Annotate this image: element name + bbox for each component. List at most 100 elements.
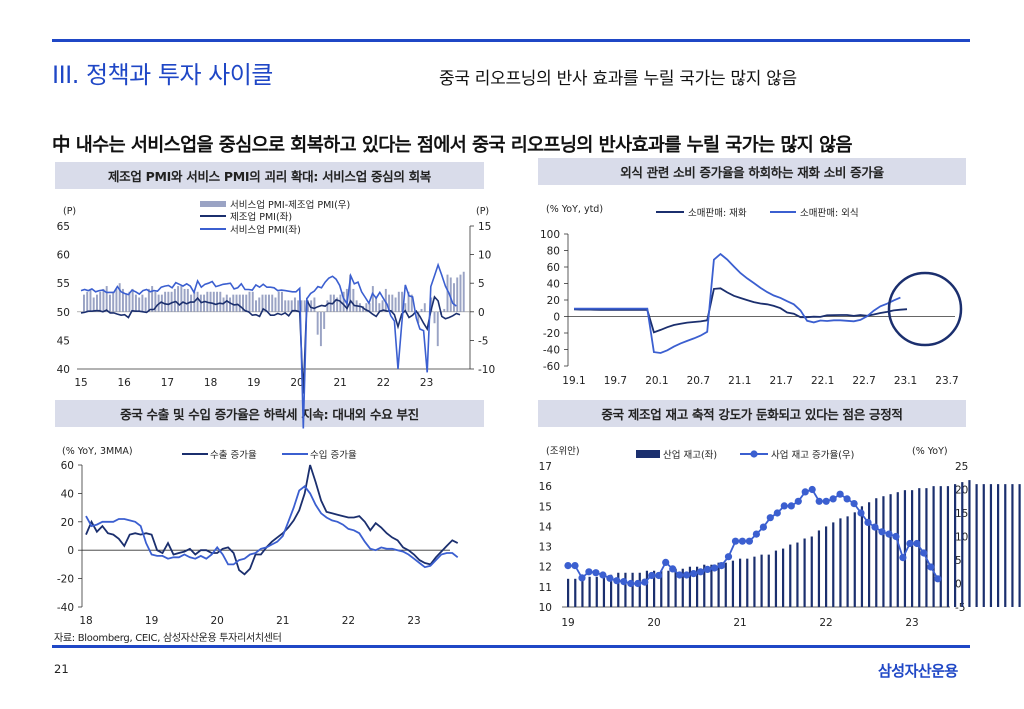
pmi-spread-bar [268,294,270,312]
pmi-spread-bar [306,300,309,312]
inventory-growth-marker [759,523,768,531]
inventory-growth-marker [745,537,754,545]
inventory-ytick-right: -5 [955,602,965,614]
pmi-spread-bar [219,291,222,312]
pmi-spread-bar [365,303,368,312]
pmi-spread-bar [222,297,225,312]
section-title: III. 정책과 투자 사이클 [52,61,273,89]
inventory-growth-marker [892,532,900,541]
inventory-stock-bar [954,484,957,607]
retail-legend-label-goods: 소매판매: 재화 [688,208,747,219]
inventory-stock-bar [731,560,735,607]
pmi-spread-bar [358,303,361,312]
pmi-spread-bar [381,300,384,312]
inventory-stock-bar [602,574,606,607]
pmi-spread-bar [173,288,176,312]
pmi-legend-label-manufacturing: 제조업 PMI(좌) [230,211,292,223]
inventory-growth-marker [871,523,879,531]
pmi-spread-bar [323,311,326,329]
inventory-growth-marker [676,571,684,579]
pmi-ytick-right: 15 [478,221,491,233]
pmi-spread-bar [313,297,316,312]
pmi-spread-bar [128,291,131,312]
pmi-spread-bar [190,294,193,312]
pmi-spread-bar [384,288,387,312]
inventory-growth-marker [571,562,579,570]
pmi-spread-bar [410,294,413,312]
inventory-stock-bar [717,562,720,607]
inventory-stock-bar [803,538,806,607]
inventory-growth-marker [843,495,851,503]
pmi-ytick-left: 55 [57,278,70,290]
pmi-spread-bar [203,294,206,312]
inventory-growth-marker [662,558,670,567]
pmi-spread-bar [453,283,455,312]
pmi-spread-bar [319,311,322,347]
pmi-spread-bar [141,294,144,312]
retail-xtick: 22.7 [852,375,875,387]
inventory-legend-label-growth: 사업 재고 증가율(우) [771,449,854,461]
inventory-stock-bar [667,570,670,607]
retail-xtick: 22.1 [811,375,834,387]
pmi-spread-bar [371,286,374,312]
pmi-xtick: 19 [247,377,260,389]
pmi-spread-bar [462,271,465,312]
inventory-growth-marker [738,537,747,545]
pmi-spread-bar [407,291,410,312]
pmi-spread-bar [449,277,452,312]
inventory-growth-marker [899,554,907,562]
inventory-growth-marker [703,565,712,574]
inventory-growth-marker [710,564,719,572]
pmi-xtick: 17 [161,377,174,389]
inventory-growth-marker [627,579,635,588]
pmi-spread-bar [121,288,124,312]
inventory-stock-bar [567,578,570,607]
pmi-spread-bar [397,291,400,312]
inventory-growth-marker [564,562,572,570]
pmi-manufacturing-line [80,295,461,394]
inventory-ytick-left: 16 [539,481,553,493]
retail-xtick: 20.7 [687,375,710,387]
inventory-stock-bar [688,566,692,607]
pmi-spread-bar [436,311,439,347]
pmi-spread-bar [209,291,212,312]
trade-export-line [85,464,459,576]
inventory-stock-bar [660,570,663,607]
inventory-growth-marker [592,569,600,577]
trade-ytick: 20 [61,517,74,529]
inventory-stock-bar [645,570,649,607]
inventory-growth-marker [815,497,823,505]
pmi-spread-bar [368,303,371,312]
pmi-spread-bar [277,291,280,312]
trade-ylabel: (% YoY, 3MMA) [62,446,133,457]
pmi-xtick: 21 [334,377,347,389]
pmi-spread-bar [102,288,105,312]
retail-highlight-circle [887,271,963,347]
pmi-spread-bar [433,311,436,324]
inventory-stock-bar [875,498,878,607]
retail-xtick: 19.1 [562,375,585,387]
retail-catering-line [574,252,901,354]
retail-ytick: 100 [540,229,560,241]
inventory-stock-bar [703,564,706,607]
retail-ytick: 20 [547,295,560,307]
inventory-growth-marker [697,568,705,576]
trade-xtick: 19 [145,615,158,627]
pmi-ytick-left: 65 [57,221,70,233]
pmi-spread-bar [274,297,277,312]
inventory-stock-bar [767,554,770,607]
inventory-growth-marker [780,502,788,510]
retail-ytick: 0 [553,312,560,324]
inventory-stock-bar [946,486,950,607]
inventory-stock-bar [753,556,756,607]
pmi-ytick-right: 10 [478,250,491,262]
pmi-spread-bar [264,294,267,312]
inventory-stock-bar [796,542,799,607]
inventory-stock-bar [774,550,778,607]
inventory-stock-bar [839,518,842,607]
pmi-spread-bar [134,294,137,312]
inventory-growth-marker [794,497,802,505]
inventory-stock-bar [782,548,785,607]
pmi-spread-bar [391,294,394,312]
inventory-stock-bar [932,486,935,607]
